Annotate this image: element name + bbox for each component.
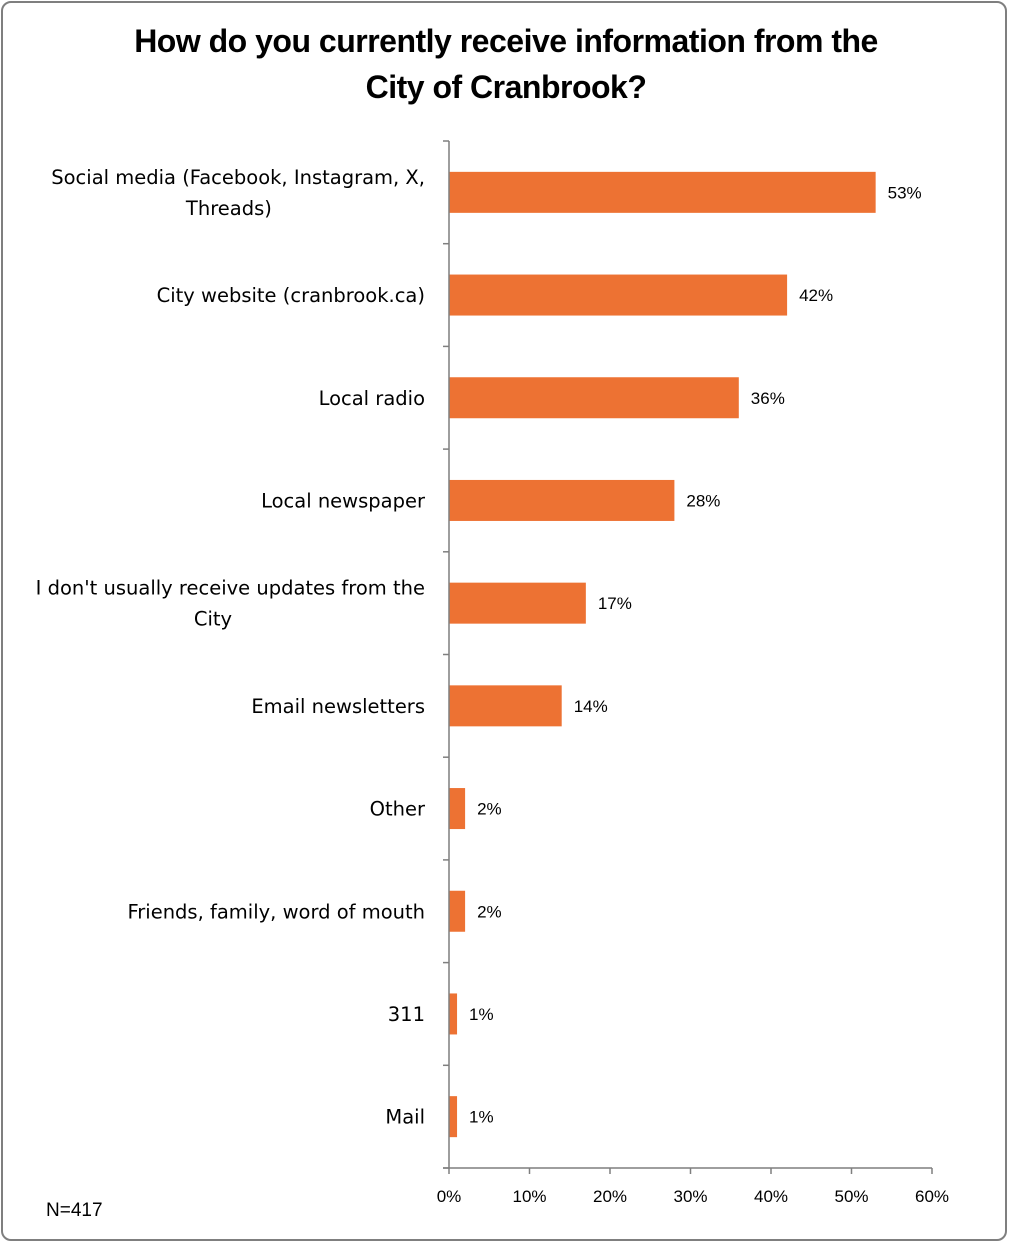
- category-label-9: 311: [388, 1003, 425, 1026]
- x-tick-label-3: 30%: [673, 1187, 707, 1206]
- bar-3: [449, 377, 739, 419]
- x-tick-label-0: 0%: [437, 1187, 462, 1206]
- chart-title: How do you currently receive information…: [0, 18, 1012, 110]
- bar-1: [449, 171, 876, 213]
- data-label-2: 42%: [799, 286, 833, 305]
- category-label-4: Local newspaper: [261, 489, 426, 512]
- x-tick-label-5: 50%: [834, 1187, 868, 1206]
- data-label-9: 1%: [469, 1005, 494, 1024]
- x-tick-label-4: 40%: [754, 1187, 788, 1206]
- bar-9: [449, 993, 458, 1035]
- category-label-5-line-1: I don't usually receive updates from the: [36, 577, 425, 600]
- x-tick-label-1: 10%: [512, 1187, 546, 1206]
- data-label-10: 1%: [469, 1108, 494, 1127]
- data-label-7: 2%: [477, 800, 502, 819]
- bar-7: [449, 788, 466, 830]
- bar-8: [449, 890, 466, 932]
- chart-title-line-1: How do you currently receive information…: [134, 23, 878, 59]
- category-label-7: Other: [370, 798, 426, 821]
- sample-size-note: N=417: [46, 1200, 103, 1221]
- x-tick-label-2: 20%: [593, 1187, 627, 1206]
- data-label-1: 53%: [888, 183, 922, 202]
- bar-10: [449, 1096, 458, 1138]
- data-label-4: 28%: [686, 491, 720, 510]
- category-label-1-line-2: Threads): [185, 197, 272, 220]
- category-label-3: Local radio: [319, 387, 425, 410]
- bar-6: [449, 685, 562, 727]
- data-label-8: 2%: [477, 902, 502, 921]
- category-label-8: Friends, family, word of mouth: [127, 900, 425, 923]
- data-label-6: 14%: [574, 697, 608, 716]
- data-label-3: 36%: [751, 389, 785, 408]
- category-label-1-line-1: Social media (Facebook, Instagram, X,: [51, 166, 425, 189]
- category-label-5-line-2: City: [194, 608, 232, 631]
- category-label-10: Mail: [385, 1106, 425, 1129]
- data-label-5: 17%: [598, 594, 632, 613]
- chart-title-line-2: City of Cranbrook?: [365, 69, 647, 105]
- bar-5: [449, 582, 586, 624]
- category-label-6: Email newsletters: [251, 695, 425, 718]
- bar-2: [449, 274, 788, 316]
- bar-4: [449, 479, 675, 521]
- x-tick-label-6: 60%: [915, 1187, 949, 1206]
- category-label-2: City website (cranbrook.ca): [157, 284, 425, 307]
